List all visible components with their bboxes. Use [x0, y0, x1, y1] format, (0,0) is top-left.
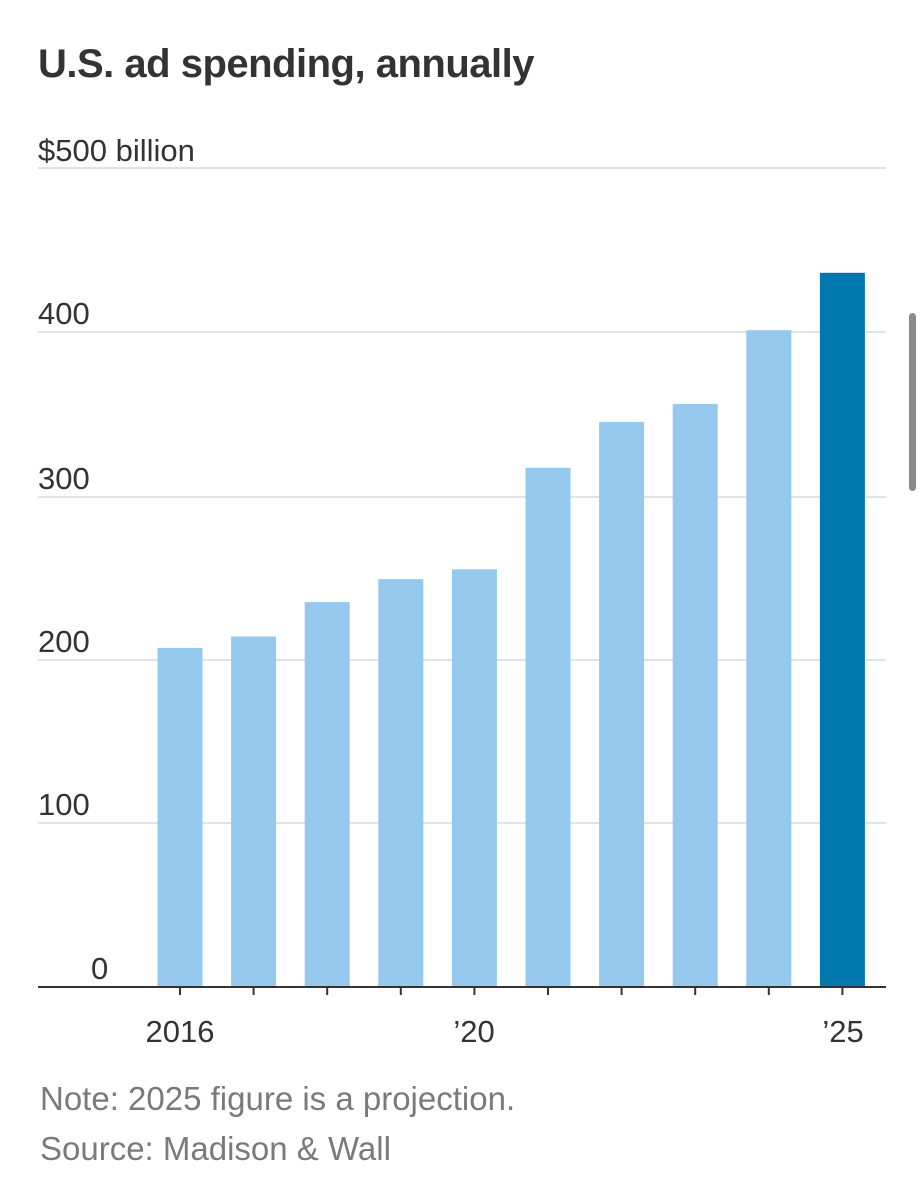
bar-2018	[304, 602, 350, 987]
bar-2019	[378, 579, 424, 987]
bar-2016	[157, 647, 203, 987]
scrollbar[interactable]	[909, 313, 916, 491]
x-tick-label-2016: 2016	[146, 1014, 215, 1049]
y-tick-label-200: 200	[38, 624, 90, 659]
bar-2025	[819, 272, 865, 987]
bar-2022	[599, 421, 645, 987]
bars	[157, 272, 865, 987]
y-tick-label-100: 100	[38, 787, 90, 822]
chart-source: Source: Madison & Wall	[40, 1130, 391, 1167]
x-ticks	[179, 987, 844, 995]
y-tick-label-400: 400	[38, 296, 90, 331]
x-tick-label-2025: ’25	[822, 1014, 863, 1049]
chart-note: Note: 2025 figure is a projection.	[40, 1080, 516, 1117]
bar-2017	[231, 636, 277, 987]
bar-2020	[451, 569, 497, 987]
bar-2021	[525, 467, 571, 987]
y-tick-label-0: 0	[91, 951, 108, 986]
chart-title: U.S. ad spending, annually	[38, 42, 534, 86]
bar-chart: $500 billion 400 300 200 100 0 2016 ’20 …	[38, 133, 886, 1049]
x-tick-label-2020: ’20	[453, 1014, 494, 1049]
y-tick-label-300: 300	[38, 461, 90, 496]
bar-2023	[672, 403, 718, 987]
bar-2024	[746, 330, 792, 987]
y-axis-unit-label: $500 billion	[38, 133, 195, 168]
